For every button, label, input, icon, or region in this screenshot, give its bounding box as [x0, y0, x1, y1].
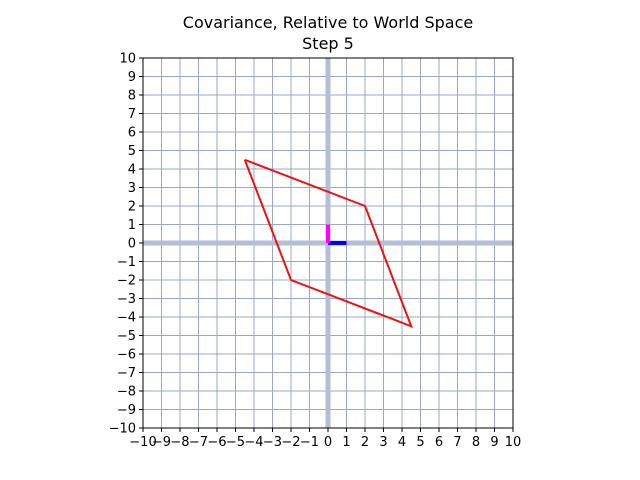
y-tick-label: −5: [117, 329, 136, 344]
x-tick-label: −5: [226, 435, 245, 450]
y-tick-label: −3: [117, 292, 136, 307]
x-tick-label: −1: [300, 435, 319, 450]
x-tick-label: −6: [207, 435, 226, 450]
x-tick-label: 6: [435, 435, 443, 450]
x-tick-label: 4: [398, 435, 406, 450]
y-tick-label: −7: [117, 366, 136, 381]
y-tick-label: 6: [128, 126, 136, 141]
y-tick-label: 9: [128, 70, 136, 85]
x-tick-label: 2: [361, 435, 369, 450]
y-tick-label: 7: [128, 107, 136, 122]
x-tick-label: 5: [416, 435, 424, 450]
y-tick-label: 0: [128, 237, 136, 252]
y-tick-label: −9: [117, 403, 136, 418]
y-tick-label: 10: [119, 52, 136, 67]
plot-area: [243, 158, 413, 328]
y-tick-label: 3: [128, 181, 136, 196]
y-tick-label: 8: [128, 89, 136, 104]
x-tick-label: −8: [170, 435, 189, 450]
y-tick-label: −8: [117, 385, 136, 400]
y-tick-label: 5: [128, 144, 136, 159]
x-tick-label: −9: [152, 435, 171, 450]
y-tick-label: 4: [128, 163, 136, 178]
x-tick-label: −4: [244, 435, 263, 450]
x-tick-label: −10: [129, 435, 156, 450]
y-tick-label: −4: [117, 311, 136, 326]
x-tick-label: −7: [189, 435, 208, 450]
x-tick-label: 9: [490, 435, 498, 450]
x-tick-label: 1: [342, 435, 350, 450]
x-tick-label: 7: [453, 435, 461, 450]
y-tick-label: −6: [117, 348, 136, 363]
covariance-shape: [243, 158, 413, 328]
y-tick-label: −2: [117, 274, 136, 289]
chart-title: Covariance, Relative to World Space: [183, 13, 473, 32]
y-tick-label: −1: [117, 255, 136, 270]
y-tick-label: 1: [128, 218, 136, 233]
x-tick-label: −3: [263, 435, 282, 450]
ticks: −10−9 −8 −7 −6 −5 −4 −3 −2 −1 0 1 2 3 4 5 6 7 8 9 10−10−9−8…: [109, 52, 522, 451]
x-tick-label: 3: [379, 435, 387, 450]
x-tick-label: 10: [505, 435, 522, 450]
chart-subtitle: Step 5: [302, 34, 354, 53]
x-tick-label: −2: [281, 435, 300, 450]
x-tick-label: 8: [472, 435, 480, 450]
y-tick-label: −10: [109, 422, 136, 437]
y-tick-label: 2: [128, 200, 136, 215]
x-tick-label: 0: [324, 435, 332, 450]
